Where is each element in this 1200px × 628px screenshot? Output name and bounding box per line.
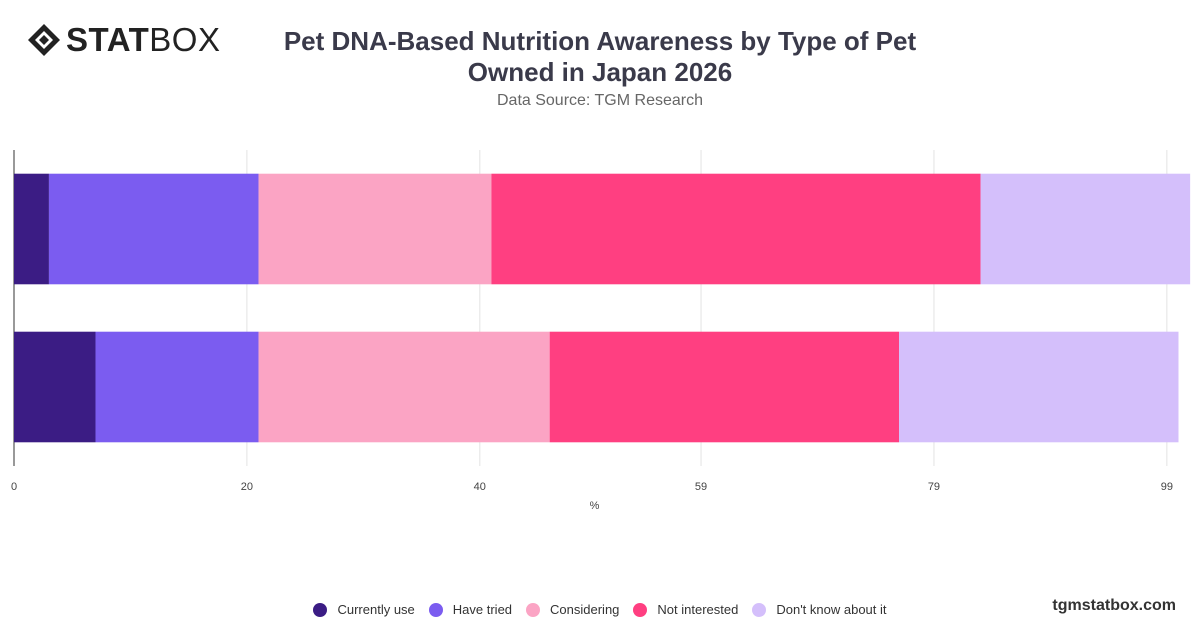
x-tick-label: 20 [241, 481, 253, 493]
statbox-logo: STATBOX [26, 22, 220, 58]
x-axis: 0 20 40 59 79 99% [11, 481, 1173, 512]
x-tick-label: 99 [1161, 481, 1173, 493]
chart-legend: Currently use Have tried Considering Not in… [0, 602, 1200, 617]
chart-title: Pet DNA-Based Nutrition Awareness by Typ… [283, 26, 917, 87]
bar-segment-1-2 [48, 173, 259, 285]
x-tick-label: 59 [695, 481, 707, 493]
chart-subtitle: Data Source: TGM Research [496, 92, 703, 109]
legend-item[interactable]: Not interested [633, 602, 738, 617]
legend-label: Don't know about it [776, 602, 887, 617]
bar-segment-1-4 [491, 173, 981, 285]
legend-label: Have tried [452, 602, 513, 617]
legend-swatch [752, 602, 767, 617]
legend-item[interactable]: Currently use [313, 602, 415, 617]
statbox-diamond-icon [28, 24, 60, 56]
brand-url[interactable]: tgmstatbox.com [1052, 597, 1176, 614]
legend-swatch [526, 602, 541, 617]
legend-label: Not interested [657, 602, 739, 617]
bar-segment-2-3 [258, 331, 550, 443]
logo-wordmark: STATBOX [66, 22, 220, 58]
legend-swatch [313, 602, 328, 617]
legend-item[interactable]: Have tried [428, 602, 513, 617]
logo-wordmark-light: BOX [149, 21, 221, 58]
legend-item[interactable]: Considering [526, 602, 619, 617]
legend-swatch [428, 602, 443, 617]
bar-segment-2-1 [14, 331, 96, 443]
legend-item[interactable]: Don't know about it [752, 602, 887, 617]
legend-label: Currently use [337, 602, 415, 617]
bar-segment-1-1 [14, 173, 49, 285]
bar-series [14, 173, 1191, 443]
x-tick-label: 79 [928, 481, 940, 493]
bar-segment-1-5 [980, 173, 1191, 285]
logo-wordmark-bold: STAT [66, 21, 150, 58]
bar-segment-2-5 [899, 331, 1179, 443]
bar-segment-2-4 [549, 331, 900, 443]
bar-segment-1-3 [258, 173, 492, 285]
x-axis-label: % [590, 500, 600, 512]
bar-segment-2-2 [95, 331, 259, 443]
x-tick-label: 0 [11, 481, 17, 493]
legend-swatch [633, 602, 648, 617]
stacked-bar-chart: 0 20 40 59 79 99% [11, 150, 1191, 512]
legend-label: Considering [550, 602, 620, 617]
x-tick-label: 40 [474, 481, 486, 493]
